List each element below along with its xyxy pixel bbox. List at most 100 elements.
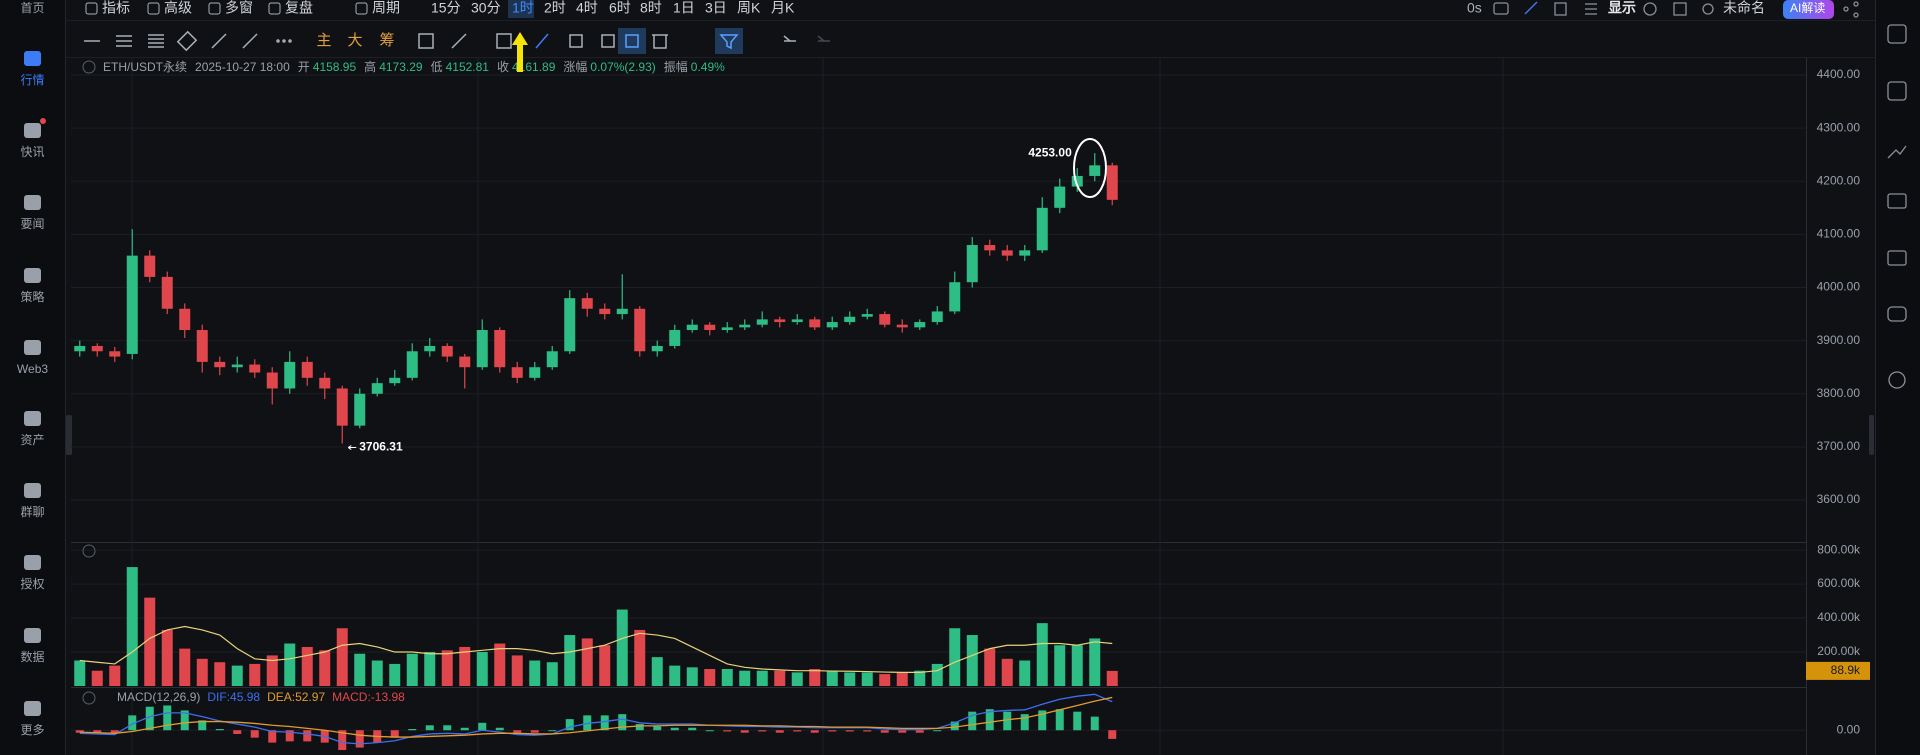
icon[interactable]	[1887, 145, 1907, 159]
toolbar-item[interactable]: 30分	[471, 0, 501, 16]
toolbar-item[interactable]: 月K	[771, 0, 795, 16]
legend-label: 涨幅	[563, 59, 587, 74]
icon[interactable]	[1524, 1, 1538, 15]
candle-body	[774, 319, 786, 323]
candle-body	[914, 322, 926, 328]
candle-body	[196, 330, 208, 362]
macd-bar	[390, 730, 399, 738]
sidebar-label[interactable]: 行情	[20, 73, 44, 87]
sidebar-label[interactable]: 要闻	[20, 217, 44, 231]
toolbar-item[interactable]: 高级	[164, 0, 192, 16]
macd-bar	[915, 730, 924, 733]
toolbar-item[interactable]: 复盘	[285, 0, 313, 16]
icon[interactable]	[1887, 250, 1907, 266]
tool-icon[interactable]	[211, 33, 227, 49]
candle-body	[844, 316, 856, 323]
icon[interactable]	[1887, 24, 1907, 44]
tool-icon[interactable]	[535, 33, 549, 49]
toolbar-item[interactable]: 指标	[102, 0, 130, 16]
toolbar-item[interactable]: 2时	[544, 0, 566, 16]
icon[interactable]	[1673, 2, 1687, 16]
sidebar-icon[interactable]	[24, 483, 41, 498]
sidebar-icon[interactable]	[24, 51, 41, 66]
tool-icon[interactable]	[625, 34, 639, 48]
sidebar-icon[interactable]	[24, 268, 41, 283]
collapse-handle[interactable]	[1869, 415, 1874, 455]
toolbar-item[interactable]: 15分	[431, 0, 461, 16]
tool-active[interactable]	[715, 28, 743, 54]
tool-icon[interactable]	[176, 30, 198, 52]
tool-icon[interactable]	[601, 34, 615, 48]
icon[interactable]	[1888, 371, 1906, 389]
macd-bar	[810, 730, 819, 733]
toolbar-item[interactable]: 周K	[737, 0, 761, 16]
sidebar-label[interactable]: 群聊	[20, 505, 44, 519]
indicator-button[interactable]: 大	[347, 32, 362, 49]
candle-body	[126, 255, 138, 354]
toolbar-right[interactable]: 显示	[1608, 0, 1636, 16]
tool-icon[interactable]	[116, 35, 132, 47]
sidebar-label[interactable]: 更多	[20, 723, 44, 737]
sidebar-label[interactable]: 首页	[20, 1, 44, 15]
sidebar-label[interactable]: 快讯	[20, 145, 44, 159]
icon[interactable]	[1643, 2, 1657, 16]
toolbar-item[interactable]: 多窗	[225, 0, 253, 16]
sidebar-icon[interactable]	[24, 555, 41, 570]
volume-bar	[301, 646, 313, 686]
icon[interactable]	[1585, 3, 1597, 15]
tool-icon[interactable]	[451, 33, 467, 49]
sidebar-label[interactable]: 数据	[20, 649, 44, 664]
sidebar-icon[interactable]	[24, 411, 41, 426]
sidebar-label[interactable]: Web3	[17, 362, 48, 376]
icon[interactable]	[1493, 2, 1509, 15]
tool-icon[interactable]	[148, 34, 164, 48]
sidebar-icon[interactable]	[24, 628, 41, 643]
sidebar-icon[interactable]	[24, 340, 41, 355]
collapse-icon[interactable]	[82, 691, 96, 705]
sidebar-icon[interactable]	[24, 123, 41, 138]
tool-icon[interactable]	[652, 34, 668, 49]
toolbar-right[interactable]: 0s	[1467, 0, 1482, 16]
icon[interactable]	[1887, 193, 1907, 209]
candle-body	[494, 330, 506, 368]
active-tab[interactable]	[508, 0, 534, 18]
toolbar-item[interactable]: 周期	[372, 0, 400, 16]
tool-icon[interactable]	[276, 39, 292, 43]
sidebar-label[interactable]: 授权	[20, 576, 44, 591]
ai-button[interactable]	[1783, 0, 1834, 19]
tool-active[interactable]	[618, 28, 646, 54]
toolbar-icon	[147, 2, 160, 15]
icon[interactable]	[1887, 81, 1907, 101]
toolbar-item[interactable]: 1时	[512, 0, 534, 16]
tool-icon[interactable]	[569, 34, 583, 48]
toolbar-item[interactable]: 8时	[640, 0, 662, 16]
icon[interactable]	[1554, 2, 1567, 16]
icon[interactable]	[1843, 1, 1859, 18]
indicator-button[interactable]: 筹	[379, 32, 394, 49]
toolbar-item[interactable]: 6时	[609, 0, 631, 16]
sidebar-icon[interactable]	[24, 195, 41, 210]
collapse-handle[interactable]	[66, 415, 72, 455]
toolbar-item[interactable]: 4时	[576, 0, 598, 16]
filter-icon[interactable]	[719, 34, 739, 50]
sidebar-icon[interactable]	[24, 701, 41, 716]
icon[interactable]	[1887, 306, 1907, 322]
toolbar-right[interactable]: 未命名	[1723, 0, 1765, 16]
collapse-icon[interactable]	[82, 60, 96, 74]
candle-body	[634, 308, 646, 352]
tool-icon[interactable]	[783, 35, 796, 42]
legend-value: 4152.81	[446, 60, 490, 74]
toolbar-item[interactable]: 3日	[705, 0, 727, 16]
toolbar-right[interactable]: AI解读	[1790, 1, 1825, 15]
indicator-button[interactable]: 主	[316, 32, 331, 49]
collapse-icon[interactable]	[82, 544, 96, 558]
tool-icon[interactable]	[418, 33, 434, 49]
tool-icon[interactable]	[496, 33, 512, 49]
tool-icon[interactable]	[242, 33, 258, 49]
toolbar-item[interactable]: 1日	[673, 0, 695, 16]
tool-icon[interactable]	[817, 35, 830, 42]
icon[interactable]	[1702, 3, 1714, 15]
candle-body	[791, 319, 803, 323]
sidebar-label[interactable]: 策略	[20, 289, 44, 304]
sidebar-label[interactable]: 资产	[20, 433, 44, 447]
